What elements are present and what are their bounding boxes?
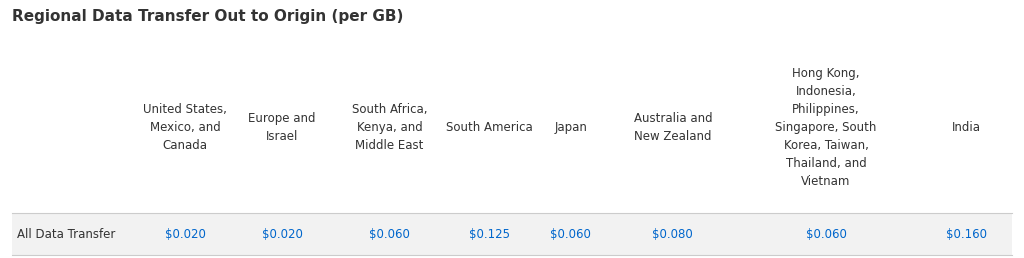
Text: Regional Data Transfer Out to Origin (per GB): Regional Data Transfer Out to Origin (pe… — [11, 9, 403, 24]
Text: India: India — [952, 121, 981, 134]
Text: Europe and
Israel: Europe and Israel — [249, 112, 316, 143]
Text: $0.160: $0.160 — [946, 228, 987, 241]
Text: $0.060: $0.060 — [550, 228, 591, 241]
Text: Australia and
New Zealand: Australia and New Zealand — [634, 112, 712, 143]
Text: $0.020: $0.020 — [165, 228, 206, 241]
Text: $0.080: $0.080 — [652, 228, 693, 241]
Text: Japan: Japan — [554, 121, 587, 134]
Text: $0.020: $0.020 — [262, 228, 303, 241]
Text: $0.125: $0.125 — [469, 228, 510, 241]
Text: $0.060: $0.060 — [806, 228, 847, 241]
Text: United States,
Mexico, and
Canada: United States, Mexico, and Canada — [143, 103, 227, 152]
FancyBboxPatch shape — [11, 213, 1013, 255]
Text: South America: South America — [445, 121, 532, 134]
Text: All Data Transfer: All Data Transfer — [16, 228, 115, 241]
Text: South Africa,
Kenya, and
Middle East: South Africa, Kenya, and Middle East — [351, 103, 427, 152]
Text: Hong Kong,
Indonesia,
Philippines,
Singapore, South
Korea, Taiwan,
Thailand, and: Hong Kong, Indonesia, Philippines, Singa… — [775, 67, 877, 188]
Text: $0.060: $0.060 — [369, 228, 410, 241]
